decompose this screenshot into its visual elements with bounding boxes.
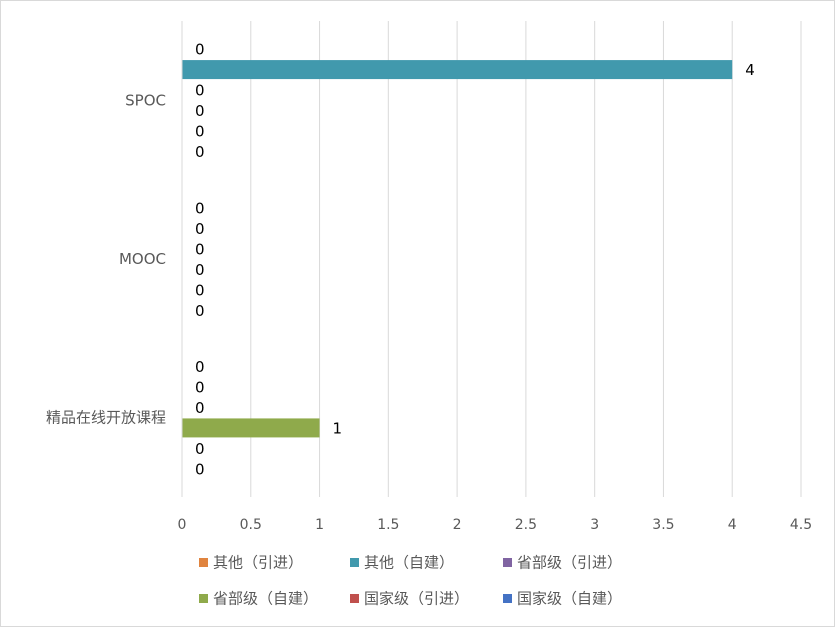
legend-label: 省部级（引进）	[517, 554, 622, 572]
legend-item: 省部级（自建）	[199, 590, 318, 608]
x-tick-label: 0.5	[240, 517, 262, 533]
x-tick-label: 4	[728, 517, 737, 533]
data-label: 4	[745, 61, 755, 79]
x-tick-label: 1.5	[377, 517, 399, 533]
data-label: 0	[195, 102, 205, 120]
data-label: 1	[333, 419, 343, 437]
data-label: 0	[195, 143, 205, 161]
data-label: 0	[195, 123, 205, 141]
legend-item: 其他（自建）	[350, 554, 454, 572]
category-label: 精品在线开放课程	[46, 409, 166, 427]
legend-swatch	[503, 558, 512, 567]
data-label: 0	[195, 82, 205, 100]
legend-swatch	[199, 558, 208, 567]
data-label: 0	[195, 399, 205, 417]
data-label: 0	[195, 440, 205, 458]
legend-label: 省部级（自建）	[213, 590, 318, 608]
legend-swatch	[199, 594, 208, 603]
legend-swatch	[350, 558, 359, 567]
legend-item: 省部级（引进）	[503, 554, 622, 572]
x-tick-label: 2	[453, 517, 462, 533]
bars	[182, 60, 733, 438]
data-label: 0	[195, 41, 205, 59]
data-label: 0	[195, 281, 205, 299]
legend-label: 其他（引进）	[213, 554, 303, 572]
axes: 0 0.5 1 1.5 2 2.5 3 3.5 4 4.5 精品在线开放课程 MOOC SPOC	[46, 21, 812, 533]
x-tick-label: 4.5	[790, 517, 812, 533]
legend-item: 其他（引进）	[199, 554, 303, 572]
legend-label: 其他（自建）	[364, 554, 454, 572]
data-labels: 0 0 1 0 0 0 0 0 0 0 0 0 0 0 0 0 4 0	[195, 41, 755, 479]
x-tick-label: 0	[178, 517, 187, 533]
data-label: 0	[195, 199, 205, 217]
x-tick-label: 2.5	[515, 517, 537, 533]
category-label: SPOC	[125, 91, 166, 109]
data-label: 0	[195, 460, 205, 478]
data-label: 0	[195, 261, 205, 279]
legend-label: 国家级（自建）	[517, 590, 622, 608]
bar	[182, 60, 733, 80]
legend-item: 国家级（自建）	[503, 590, 622, 608]
data-label: 0	[195, 302, 205, 320]
bar	[182, 418, 320, 438]
legend-swatch	[350, 594, 359, 603]
data-label: 0	[195, 240, 205, 258]
legend-item: 国家级（引进）	[350, 590, 469, 608]
category-label: MOOC	[119, 250, 166, 268]
data-label: 0	[195, 378, 205, 396]
gridlines	[250, 21, 802, 497]
legend: 其他（引进） 其他（自建） 省部级（引进） 省部级（自建） 国家级（引进） 国家级（自建）	[199, 554, 622, 608]
x-tick-label: 1	[315, 517, 324, 533]
data-label: 0	[195, 220, 205, 238]
data-label: 0	[195, 358, 205, 376]
legend-label: 国家级（引进）	[364, 590, 469, 608]
x-tick-label: 3.5	[652, 517, 674, 533]
legend-swatch	[503, 594, 512, 603]
x-tick-label: 3	[590, 517, 599, 533]
